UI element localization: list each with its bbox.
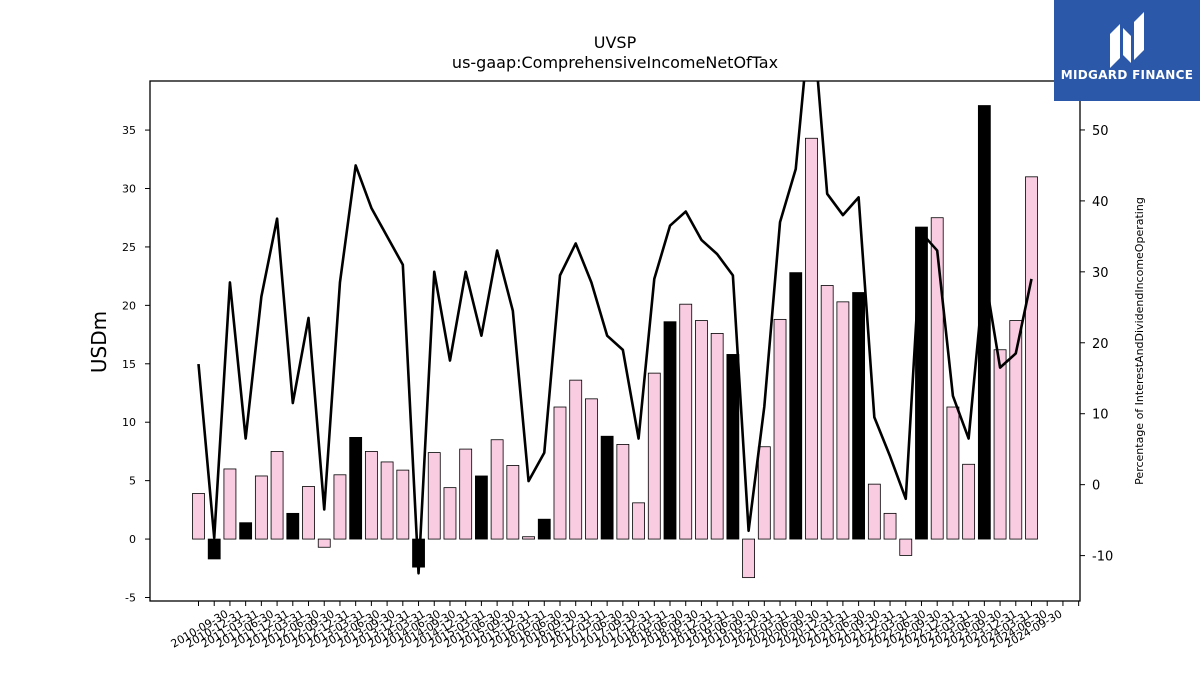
bar <box>742 538 755 579</box>
bar <box>569 379 583 540</box>
y-tick-label: 25 <box>122 241 136 254</box>
plot-frame <box>149 80 1081 602</box>
bar <box>899 538 913 556</box>
bar <box>364 451 378 540</box>
bar <box>757 446 771 540</box>
bar <box>836 301 850 540</box>
bar <box>490 439 504 540</box>
bar <box>616 444 630 540</box>
y2-tick-label: 30 <box>1092 266 1109 281</box>
bar <box>695 320 708 540</box>
line-path <box>197 81 1033 575</box>
bar <box>993 349 1007 540</box>
bar <box>647 372 661 540</box>
midgard-logo-icon <box>1110 12 1144 68</box>
midgard-logo: MIDGARD FINANCE <box>1054 0 1200 101</box>
bar <box>710 332 724 540</box>
bar <box>1009 320 1023 540</box>
y2-tick-label: 40 <box>1092 195 1109 210</box>
chart-title: UVSP <box>594 33 637 52</box>
bar <box>1025 176 1038 540</box>
bar <box>789 272 803 540</box>
y2-tick-label: 20 <box>1092 337 1109 352</box>
y-tick-label: 10 <box>122 416 136 429</box>
chart-subtitle: us-gaap:ComprehensiveIncomeNetOfTax <box>452 53 778 72</box>
y-tick-label: 30 <box>122 183 136 196</box>
bar <box>962 463 976 540</box>
bar <box>207 538 221 560</box>
y-axis-label: USDm <box>87 311 111 373</box>
bar <box>380 461 394 540</box>
y2-tick-label: 50 <box>1092 124 1109 139</box>
bar <box>443 487 457 540</box>
y-tick-label: 35 <box>122 124 136 137</box>
y-tick-label: 20 <box>122 299 136 312</box>
bar <box>946 406 960 540</box>
bar <box>427 452 441 540</box>
bar <box>396 469 410 540</box>
bar <box>867 483 881 540</box>
bar <box>883 512 897 540</box>
bar <box>254 475 268 540</box>
bar <box>223 468 237 540</box>
bar <box>475 475 488 540</box>
y-tick-label: -5 <box>125 591 136 604</box>
bar <box>632 502 645 540</box>
bar <box>852 292 866 540</box>
bar <box>317 538 331 548</box>
bar <box>537 518 551 540</box>
bar <box>915 226 928 540</box>
bar <box>726 354 740 540</box>
bar-series <box>192 105 1038 579</box>
bar <box>286 512 300 540</box>
bar <box>459 448 473 540</box>
bar <box>663 321 677 540</box>
bar <box>820 285 834 540</box>
y-tick-label: 15 <box>122 358 136 371</box>
bar <box>333 474 347 540</box>
bar <box>805 137 818 540</box>
bar <box>600 435 614 540</box>
bar <box>773 318 787 540</box>
bar <box>679 303 693 540</box>
y2-tick-label: 10 <box>1092 408 1109 423</box>
bar <box>506 465 520 540</box>
bar <box>239 522 253 540</box>
bar <box>553 406 567 540</box>
bar <box>192 493 205 540</box>
bar <box>930 217 944 540</box>
line-series <box>197 81 1033 575</box>
bar <box>522 536 535 540</box>
bar <box>270 451 284 540</box>
axes: -505101520253035-10010203040502010-09-30… <box>122 80 1113 651</box>
bar <box>349 436 363 540</box>
logo-text: MIDGARD FINANCE <box>1060 68 1194 82</box>
y2-axis-label: Percentage of InterestAndDividendIncomeO… <box>1133 197 1146 485</box>
bar <box>302 486 315 540</box>
y-tick-label: 0 <box>129 533 136 546</box>
y-tick-label: 5 <box>129 475 136 488</box>
y2-tick-label: -10 <box>1092 550 1113 565</box>
y2-tick-label: 0 <box>1092 479 1100 494</box>
bar <box>585 398 598 540</box>
